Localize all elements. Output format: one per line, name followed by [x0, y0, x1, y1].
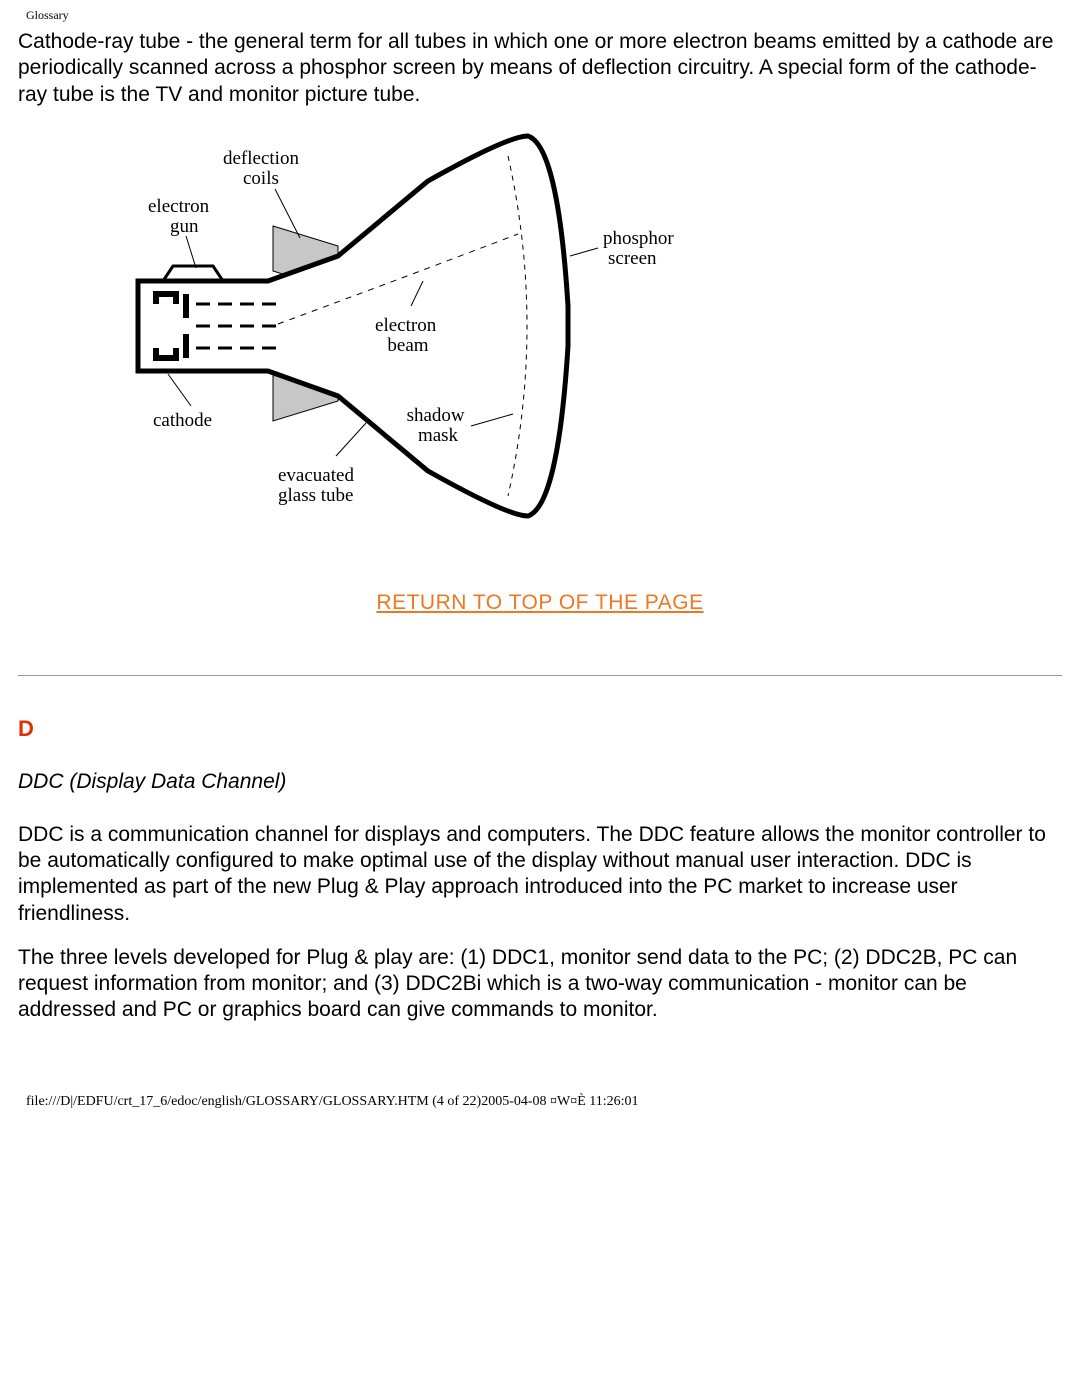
label-electron-gun: electron gun	[148, 196, 214, 237]
return-to-top-wrap: RETURN TO TOP OF THE PAGE	[18, 591, 1062, 615]
return-to-top-link[interactable]: RETURN TO TOP OF THE PAGE	[376, 591, 703, 614]
page-small-title: Glossary	[26, 8, 1062, 23]
term-ddc-title: DDC (Display Data Channel)	[18, 770, 1062, 794]
crt-diagram: deflection coils electron gun phosphor s…	[78, 126, 1062, 561]
ddc-para2: The three levels developed for Plug & pl…	[18, 945, 1062, 1024]
footer-file-path: file:///D|/EDFU/crt_17_6/edoc/english/GL…	[26, 1094, 1062, 1120]
label-evacuated-tube: evacuated glass tube	[278, 465, 359, 506]
section-letter-d: D	[18, 716, 1062, 742]
section-divider	[18, 675, 1062, 676]
crt-definition: Cathode-ray tube - the general term for …	[18, 29, 1062, 108]
label-cathode: cathode	[153, 410, 212, 431]
ddc-para1: DDC is a communication channel for displ…	[18, 822, 1062, 927]
label-phosphor-screen: phosphor screen	[603, 228, 678, 269]
label-deflection-coils: deflection coils	[223, 148, 304, 189]
